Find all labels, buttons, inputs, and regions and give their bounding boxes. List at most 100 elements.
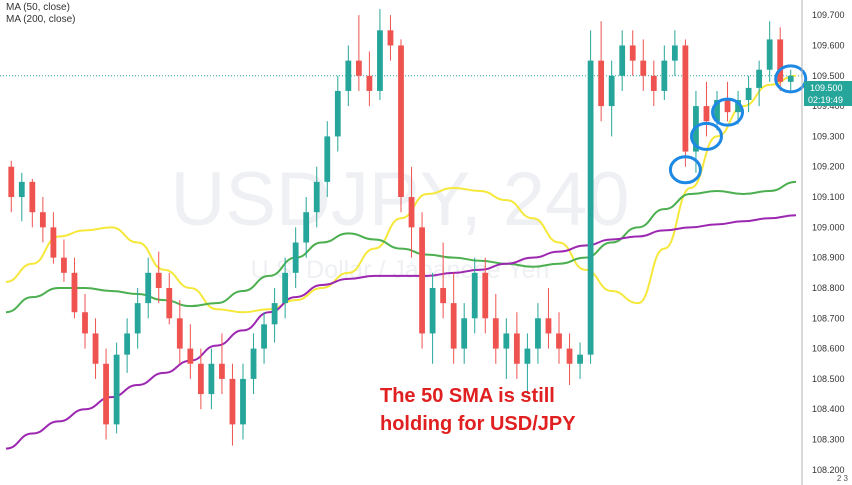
candle xyxy=(461,303,468,364)
candle xyxy=(313,166,320,228)
candle-body xyxy=(492,318,499,349)
y-tick-label: 109.700 xyxy=(812,10,845,20)
candle-body xyxy=(29,181,36,213)
ma200-line xyxy=(5,214,797,450)
candle-body xyxy=(71,272,78,313)
candle xyxy=(471,257,478,334)
highlight-circle xyxy=(689,121,723,151)
candle-body xyxy=(292,242,299,273)
candle xyxy=(103,348,109,440)
candle xyxy=(166,272,173,325)
price-tag-bg xyxy=(804,81,852,94)
candle xyxy=(124,318,131,373)
candle xyxy=(324,121,331,198)
candle-body xyxy=(113,354,120,425)
candle xyxy=(187,324,194,379)
candle-body xyxy=(303,212,310,243)
candle xyxy=(724,81,731,122)
candle xyxy=(787,69,794,91)
candle xyxy=(608,60,615,137)
candle xyxy=(366,51,373,107)
candle-body xyxy=(8,166,15,198)
candle xyxy=(134,287,141,349)
corner-icons[interactable]: 2 3 xyxy=(836,474,848,483)
annotation-line-1: The 50 SMA is still xyxy=(380,385,555,407)
y-tick-label: 109.600 xyxy=(812,40,845,50)
y-tick-label: 109.200 xyxy=(812,162,845,172)
candle-body xyxy=(619,45,626,76)
annotation: The 50 SMA is still holding for USD/JPY xyxy=(380,382,576,438)
candle-body xyxy=(545,318,552,334)
ma50-line xyxy=(5,74,797,314)
candle-body xyxy=(208,363,215,395)
candle-body xyxy=(577,354,583,364)
candle xyxy=(39,197,46,243)
candle-body xyxy=(240,378,246,425)
candle-body xyxy=(482,272,489,319)
candle-body xyxy=(513,333,520,364)
candle xyxy=(398,39,404,213)
candle-body xyxy=(724,100,731,113)
candle-body xyxy=(39,212,46,228)
candle-body xyxy=(271,303,278,325)
candle xyxy=(240,363,246,440)
candle xyxy=(334,75,341,152)
watermark-name: U.S. Dollar / Japanese Yen xyxy=(251,256,550,284)
candle xyxy=(671,30,678,76)
candle-body xyxy=(345,60,352,91)
candle xyxy=(482,257,489,334)
y-tick-label: 109.500 xyxy=(812,71,845,81)
candle-body xyxy=(598,60,605,107)
candle-body xyxy=(735,100,741,113)
candle-body xyxy=(535,318,541,349)
candle-body xyxy=(703,106,710,122)
candle xyxy=(50,212,57,264)
y-tick-label: 108.500 xyxy=(812,374,845,384)
candle-body xyxy=(787,75,794,82)
candle-body xyxy=(377,30,383,91)
candle xyxy=(408,166,415,258)
annotation-line-2: holding for USD/JPY xyxy=(380,413,576,435)
candle xyxy=(682,39,689,167)
candle xyxy=(735,90,741,125)
price-tag: 109.500 02:19:49 xyxy=(804,81,852,106)
highlight-circles xyxy=(668,64,808,185)
candle xyxy=(492,294,499,364)
candle-body xyxy=(640,60,647,76)
candle-body xyxy=(650,75,657,91)
candle xyxy=(219,333,225,395)
candle-body xyxy=(282,272,289,304)
candle-body xyxy=(682,45,689,152)
candle xyxy=(766,21,773,82)
candle xyxy=(745,75,752,113)
legend-ma200[interactable]: MA (200, close) xyxy=(6,14,76,25)
candle xyxy=(703,81,710,137)
candle xyxy=(29,178,36,228)
candle xyxy=(18,172,25,222)
candle-body xyxy=(355,60,362,76)
candle-body xyxy=(429,287,436,334)
candle xyxy=(271,287,278,343)
candle xyxy=(261,312,267,364)
candle-body xyxy=(524,348,531,364)
candle xyxy=(208,348,215,410)
candle-body xyxy=(155,272,162,288)
candle xyxy=(229,363,236,446)
candle-body xyxy=(587,60,594,355)
candle-body xyxy=(471,272,478,319)
candle xyxy=(535,303,541,364)
candle-body xyxy=(777,39,784,82)
y-tick-label: 108.200 xyxy=(812,465,845,475)
candle-body xyxy=(324,136,331,182)
candle-body xyxy=(92,333,99,364)
price-axis[interactable]: 109.700 109.600 109.500 109.400 109.300 109.2… xyxy=(801,0,845,485)
candle-body xyxy=(408,197,415,228)
legend-ma50[interactable]: MA (50, close) xyxy=(6,2,70,13)
candle xyxy=(155,251,162,304)
y-tick-label: 108.400 xyxy=(812,404,845,414)
highlight-circle xyxy=(711,97,745,127)
candle-body xyxy=(187,348,194,364)
candle xyxy=(113,342,120,434)
candle xyxy=(282,257,289,319)
